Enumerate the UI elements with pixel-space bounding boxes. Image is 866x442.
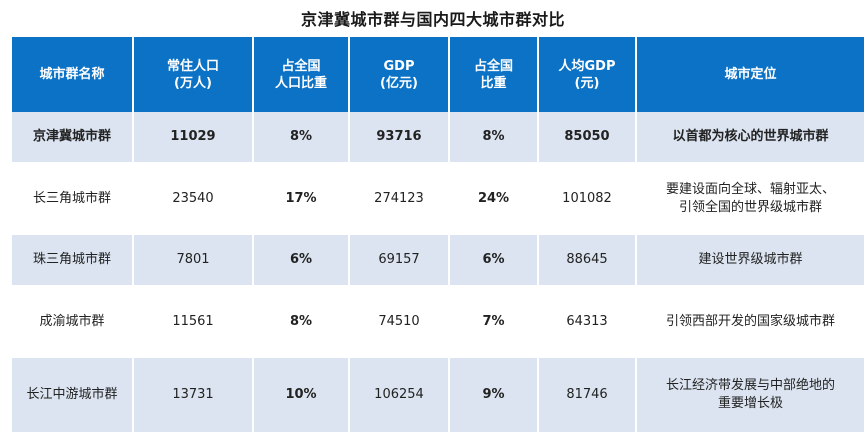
cell-population: 7801: [133, 235, 254, 285]
cell-gdp-per-capita: 64313: [538, 285, 637, 358]
cell-gdp-share: 7%: [449, 285, 539, 358]
cell-population: 11029: [133, 112, 254, 162]
table-row: 长江中游城市群 13731 10% 106254 9% 81746 长江经济带发…: [12, 358, 864, 432]
header-population: 常住人口 (万人): [133, 37, 254, 112]
cell-positioning: 引领西部开发的国家级城市群: [636, 285, 864, 358]
header-positioning: 城市定位: [636, 37, 864, 112]
header-gdp: GDP (亿元): [349, 37, 450, 112]
cell-population: 13731: [133, 358, 254, 432]
cell-gdp-per-capita: 81746: [538, 358, 637, 432]
cell-population-share: 6%: [253, 235, 350, 285]
cell-gdp: 106254: [349, 358, 450, 432]
cell-population-share: 17%: [253, 162, 350, 235]
table-row: 长三角城市群 23540 17% 274123 24% 101082 要建设面向…: [12, 162, 864, 235]
cell-gdp-share: 24%: [449, 162, 539, 235]
cell-gdp-per-capita: 88645: [538, 235, 637, 285]
table-row: 成渝城市群 11561 8% 74510 7% 64313 引领西部开发的国家级…: [12, 285, 864, 358]
header-gdp-share: 占全国 比重: [449, 37, 539, 112]
cell-gdp: 69157: [349, 235, 450, 285]
cell-name: 珠三角城市群: [12, 235, 134, 285]
header-gdp-per-capita: 人均GDP (元): [538, 37, 637, 112]
header-population-share: 占全国 人口比重: [253, 37, 350, 112]
cell-name: 京津冀城市群: [12, 112, 134, 162]
cell-gdp-per-capita: 101082: [538, 162, 637, 235]
cell-gdp-share: 9%: [449, 358, 539, 432]
table-title: 京津冀城市群与国内四大城市群对比: [300, 10, 565, 29]
cell-name: 长三角城市群: [12, 162, 134, 235]
cell-gdp: 93716: [349, 112, 450, 162]
table-row: 京津冀城市群 11029 8% 93716 8% 85050 以首都为核心的世界…: [12, 112, 864, 162]
cell-population: 23540: [133, 162, 254, 235]
cell-population-share: 10%: [253, 358, 350, 432]
comparison-table: 城市群名称 常住人口 (万人) 占全国 人口比重 GDP (亿元) 占全国 比重…: [12, 37, 864, 432]
cell-name: 成渝城市群: [12, 285, 134, 358]
cell-gdp: 274123: [349, 162, 450, 235]
cell-positioning: 建设世界级城市群: [636, 235, 864, 285]
cell-positioning: 长江经济带发展与中部绝地的 重要增长极: [636, 358, 864, 432]
cell-gdp-share: 8%: [449, 112, 539, 162]
cell-population-share: 8%: [253, 112, 350, 162]
cell-name: 长江中游城市群: [12, 358, 134, 432]
table-row: 珠三角城市群 7801 6% 69157 6% 88645 建设世界级城市群: [12, 235, 864, 285]
cell-positioning: 要建设面向全球、辐射亚太、 引领全国的世界级城市群: [636, 162, 864, 235]
cell-gdp-per-capita: 85050: [538, 112, 637, 162]
header-row: 城市群名称 常住人口 (万人) 占全国 人口比重 GDP (亿元) 占全国 比重…: [12, 37, 864, 112]
cell-gdp-share: 6%: [449, 235, 539, 285]
header-city-cluster-name: 城市群名称: [12, 37, 134, 112]
cell-population-share: 8%: [253, 285, 350, 358]
cell-gdp: 74510: [349, 285, 450, 358]
cell-positioning: 以首都为核心的世界城市群: [636, 112, 864, 162]
cell-population: 11561: [133, 285, 254, 358]
